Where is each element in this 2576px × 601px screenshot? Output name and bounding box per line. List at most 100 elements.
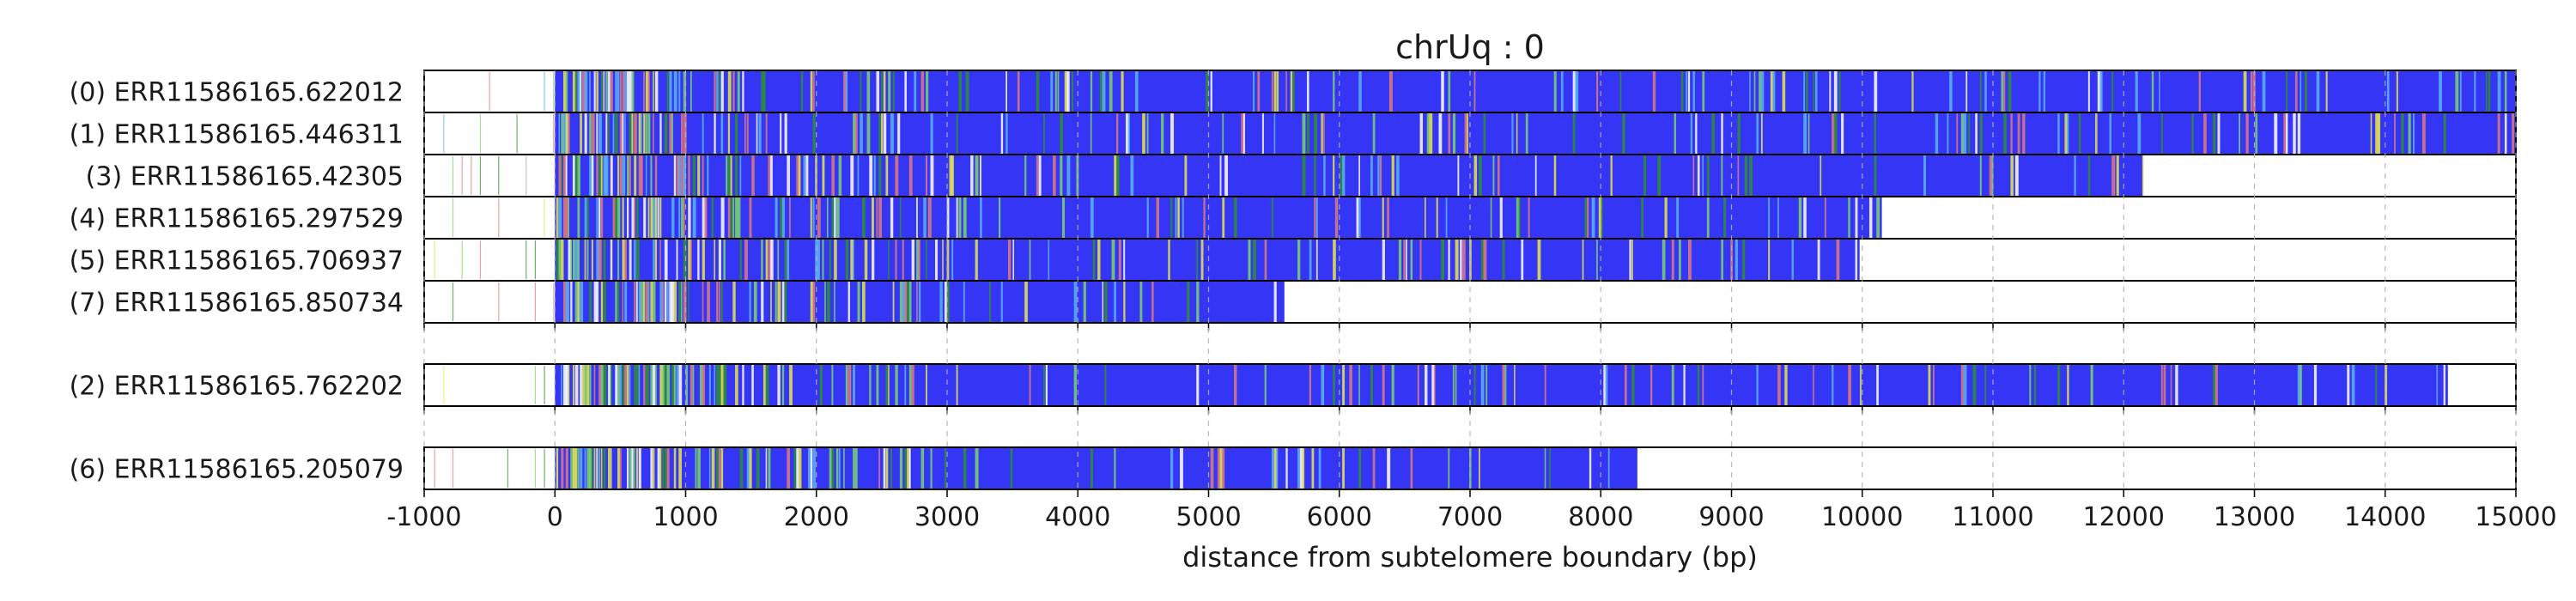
read-variant-stripe [2198, 71, 2202, 112]
read-variant-stripe [1299, 448, 1303, 489]
read-variant-stripe [2316, 71, 2320, 112]
read-variant-stripe [598, 448, 600, 489]
read-variant-stripe [1043, 113, 1045, 154]
read-variant-stripe [2213, 365, 2216, 405]
read-variant-stripe [622, 240, 626, 280]
read-variant-stripe [1370, 155, 1373, 196]
read-variant-stripe [2351, 365, 2355, 405]
read-variant-stripe [681, 197, 684, 238]
read-variant-stripe [2504, 113, 2507, 154]
read-variant-stripe [878, 197, 882, 238]
read-variant-stripe [1760, 113, 1763, 154]
read-variant-stripe [565, 448, 568, 489]
read-variant-stripe [1741, 240, 1746, 280]
read-variant-stripe [1349, 365, 1352, 405]
read-variant-stripe [749, 282, 751, 322]
read-variant-stripe [805, 155, 809, 196]
read-variant-stripe [1066, 71, 1070, 112]
read-variant-stripe [789, 197, 791, 238]
read-variant-stripe [876, 71, 880, 112]
read-variant-stripe [645, 155, 647, 196]
read-variant-stripe [568, 197, 569, 238]
read-variant-stripe [673, 155, 677, 196]
read-variant-stripe [1264, 365, 1267, 405]
read-variant-stripe [603, 448, 606, 489]
read-variant-stripe [1314, 155, 1316, 196]
read-variant-stripe [654, 155, 658, 196]
read-variant-stripe [629, 71, 633, 112]
read-variant-stripe [956, 365, 958, 405]
read-variant-stripe [853, 448, 855, 489]
read-variant-stripe [643, 113, 646, 154]
read-variant-stripe [939, 282, 943, 322]
read-variant-stripe [574, 155, 578, 196]
read-variant-stripe [664, 448, 667, 489]
read-variant-stripe [951, 155, 954, 196]
read-variant-stripe [591, 240, 593, 280]
read-variant-stripe [1083, 282, 1086, 322]
read-variant-stripe [1452, 113, 1456, 154]
read-variant-stripe [581, 71, 586, 112]
read-variant-stripe [1702, 71, 1705, 112]
read-variant-stripe [681, 113, 683, 154]
read-variant-stripe [634, 365, 636, 405]
read-variant-stripe [1196, 365, 1200, 405]
read-variant-stripe [765, 113, 768, 154]
read-variant-stripe [862, 197, 866, 238]
read-variant-stripe [716, 365, 720, 405]
x-tick-label: 4000 [1045, 502, 1110, 532]
read-variant-stripe [2370, 113, 2372, 154]
read-variant-stripe [2099, 71, 2103, 112]
read-variant-stripe [617, 71, 620, 112]
read-variant-stripe [775, 197, 778, 238]
read-variant-stripe [1692, 155, 1695, 196]
read-variant-stripe [723, 240, 726, 280]
read-panels: (0) ERR11586165.622012 (1) ERR11586165.44… [70, 70, 2517, 497]
read-variant-stripe [1358, 155, 1360, 196]
read-variant-stripe [1441, 71, 1444, 112]
read-variant-stripe [1631, 365, 1635, 405]
read-label: (5) ERR11586165.706937 [70, 246, 404, 276]
read-variant-stripe [678, 282, 681, 322]
read-variant-stripe [1097, 240, 1101, 280]
read-variant-stripe [946, 282, 950, 322]
read-variant-stripe [561, 113, 564, 154]
read-variant-stripe [1187, 282, 1190, 322]
read-variant-stripe [2413, 113, 2415, 154]
read-variant-stripe [1607, 448, 1610, 489]
read-variant-stripe [1448, 71, 1451, 112]
read-variant-stripe [885, 448, 889, 489]
read-variant-stripe [1759, 71, 1762, 112]
read-variant-stripe [647, 71, 650, 112]
read-variant-stripe [1116, 113, 1119, 154]
read-variant-stripe [645, 365, 649, 405]
read-variant-stripe [1114, 448, 1116, 489]
read-variant-stripe [1168, 240, 1170, 280]
read-variant-stripe [1606, 365, 1608, 405]
read-variant-stripe [568, 365, 570, 405]
read-variant-stripe [2396, 71, 2398, 112]
read-variant-stripe [817, 240, 820, 280]
read-variant-stripe [1297, 448, 1300, 489]
read-variant-stripe [873, 155, 876, 196]
read-variant-stripe [673, 282, 677, 322]
read-variant-stripe [556, 197, 559, 238]
read-variant-stripe [2003, 113, 2007, 154]
read-variant-stripe [1956, 113, 1959, 154]
read-variant-stripe [610, 71, 613, 112]
read-variant-stripe [930, 448, 933, 489]
read-variant-stripe [718, 240, 721, 280]
read-variant-stripe [1441, 240, 1445, 280]
read-variant-stripe [1874, 71, 1878, 112]
read-variant-stripe [612, 197, 617, 238]
read-variant-stripe [558, 155, 562, 196]
read-variant-stripe [2217, 113, 2221, 154]
read-variant-stripe [1142, 113, 1145, 154]
read-variant-stripe [735, 155, 738, 196]
read-variant-stripe [904, 365, 907, 405]
read-variant-stripe [654, 240, 658, 280]
read-variant-stripe [664, 240, 668, 280]
read-variant-stripe [1553, 71, 1557, 112]
read-variant-stripe [796, 155, 800, 196]
read-variant-stripe [1723, 197, 1727, 238]
